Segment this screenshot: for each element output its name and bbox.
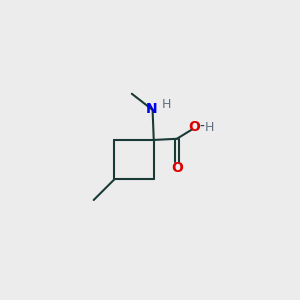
Text: N: N [146,102,157,116]
Text: H: H [205,121,214,134]
Text: H: H [162,98,171,111]
Text: -: - [199,120,204,134]
Text: O: O [188,120,200,134]
Text: O: O [171,161,183,175]
